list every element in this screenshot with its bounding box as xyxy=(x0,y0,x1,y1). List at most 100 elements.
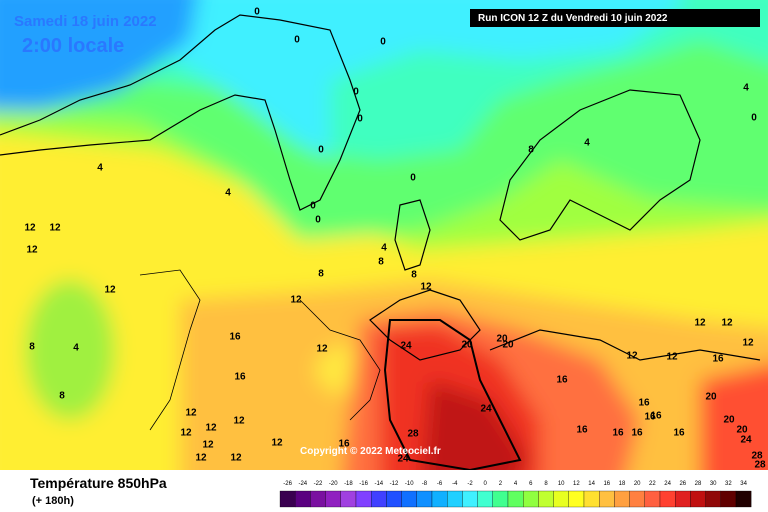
contour-label: 16 xyxy=(338,439,350,450)
legend-swatch xyxy=(553,490,569,508)
legend-label: 34 xyxy=(740,481,747,487)
contour-label: 24 xyxy=(740,435,752,446)
contour-label: 8 xyxy=(378,257,384,268)
legend-swatch xyxy=(705,490,721,508)
legend-swatch xyxy=(477,490,493,508)
greenland-coast xyxy=(0,14,361,211)
legend-swatch xyxy=(720,490,737,508)
legend-swatch xyxy=(416,490,433,508)
legend-swatch xyxy=(325,490,341,508)
contour-label: 28 xyxy=(407,429,419,440)
contour-label: 12 xyxy=(205,423,217,434)
contour-label: 0 xyxy=(357,114,363,125)
contour-label: 12 xyxy=(742,338,754,349)
contour-label: 0 xyxy=(318,145,324,156)
legend-swatch xyxy=(675,490,691,508)
contour-label: 0 xyxy=(751,113,757,124)
legend-swatch xyxy=(295,490,311,508)
contour-label: 12 xyxy=(195,453,207,464)
contour-label: 12 xyxy=(233,416,245,427)
contour-label: 12 xyxy=(49,223,61,234)
contour-label: 8 xyxy=(528,145,534,156)
atlantic-outline xyxy=(139,269,201,431)
contour-label: 0 xyxy=(254,7,260,18)
contour-label: 0 xyxy=(294,35,300,46)
legend-label: 2 xyxy=(499,481,503,487)
legend-label: 28 xyxy=(695,481,702,487)
run-info: Run ICON 12 Z du Vendredi 10 juin 2022 xyxy=(478,13,668,24)
legend-swatch xyxy=(447,490,463,508)
legend-swatch xyxy=(355,490,372,508)
contour-label: 8 xyxy=(29,342,35,353)
legend-swatch xyxy=(462,490,478,508)
contour-label: 16 xyxy=(612,428,624,439)
legend-label: -6 xyxy=(437,481,443,487)
legend-swatch xyxy=(629,490,645,508)
field-east xyxy=(700,364,768,500)
contour-label: 12 xyxy=(666,352,678,363)
contour-label: 12 xyxy=(202,440,214,451)
contour-label: 4 xyxy=(97,163,103,174)
copyright: Copyright © 2022 Meteociel.fr xyxy=(300,446,441,457)
legend-label: -4 xyxy=(452,481,458,487)
legend-swatch xyxy=(310,490,326,508)
legend-label: 30 xyxy=(710,481,717,487)
contour-label: 0 xyxy=(410,173,416,184)
scandinavia-coast xyxy=(499,89,701,241)
legend-swatch xyxy=(599,490,615,508)
contour-label: 24 xyxy=(397,454,409,465)
date: Samedi 18 juin 2022 xyxy=(14,13,157,30)
france-coast xyxy=(369,289,481,361)
legend-swatch xyxy=(735,490,752,508)
contour-label: 12 xyxy=(26,245,38,256)
contour-label: 16 xyxy=(644,412,656,423)
contour-label: 20 xyxy=(496,334,508,345)
legend-label: 6 xyxy=(529,481,533,487)
contour-label: 12 xyxy=(185,408,197,419)
contour-label: 12 xyxy=(626,351,638,362)
color-legend: -26 -24 -22 -20 -18 -16 -14 -12 -10 -8 -6 -4 -2 0 2 4 6 8… xyxy=(279,481,752,508)
legend-label: -20 xyxy=(329,481,338,487)
footer-lead: (+ 180h) xyxy=(32,495,74,507)
footer-title: Température 850hPa xyxy=(30,475,167,491)
legend-swatch xyxy=(583,490,600,508)
legend-label: 4 xyxy=(514,481,518,487)
contour-label: 20 xyxy=(502,340,514,351)
legend-label: 22 xyxy=(649,481,656,487)
legend-swatch xyxy=(538,490,554,508)
legend-swatch xyxy=(386,490,402,508)
contour-label: 24 xyxy=(480,404,492,415)
legend-label: 8 xyxy=(544,481,548,487)
contour-label: 20 xyxy=(461,340,473,351)
legend-swatch xyxy=(492,490,509,508)
contour-label: 12 xyxy=(104,285,116,296)
contour-label: 16 xyxy=(556,375,568,386)
legend-swatch xyxy=(340,490,357,508)
legend-swatch xyxy=(507,490,524,508)
contour-label: 20 xyxy=(723,415,735,426)
contour-label: 16 xyxy=(638,398,650,409)
temperature-field xyxy=(0,0,768,500)
iberia-coast xyxy=(383,319,522,472)
contour-label: 8 xyxy=(59,391,65,402)
contour-label: 16 xyxy=(234,372,246,383)
contour-label: 4 xyxy=(743,83,749,94)
legend-label: 32 xyxy=(725,481,732,487)
contour-label: 28 xyxy=(754,460,766,471)
legend-label: -18 xyxy=(344,481,353,487)
britain-coast xyxy=(394,199,431,271)
contour-label: 0 xyxy=(310,201,316,212)
contour-label: 8 xyxy=(318,269,324,280)
legend-label: 20 xyxy=(634,481,641,487)
contour-label: 12 xyxy=(290,295,302,306)
legend-label: -26 xyxy=(283,481,292,487)
legend-swatch xyxy=(690,490,706,508)
isotherm-12 xyxy=(299,299,381,421)
legend-label: -22 xyxy=(314,481,323,487)
legend-label: 14 xyxy=(588,481,595,487)
legend-label: 0 xyxy=(484,481,488,487)
contour-label: 4 xyxy=(73,343,79,354)
contour-label: 0 xyxy=(315,215,321,226)
contour-label: 20 xyxy=(705,392,717,403)
